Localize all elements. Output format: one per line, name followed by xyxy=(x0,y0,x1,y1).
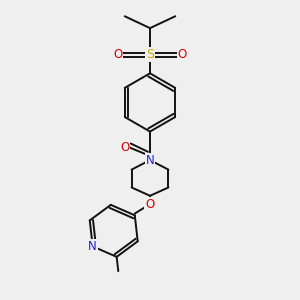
Text: N: N xyxy=(146,154,154,166)
Text: S: S xyxy=(146,48,154,62)
Text: O: O xyxy=(178,48,187,62)
Text: O: O xyxy=(120,141,129,154)
Text: O: O xyxy=(146,198,154,211)
Text: N: N xyxy=(88,240,97,253)
Text: O: O xyxy=(113,48,122,62)
